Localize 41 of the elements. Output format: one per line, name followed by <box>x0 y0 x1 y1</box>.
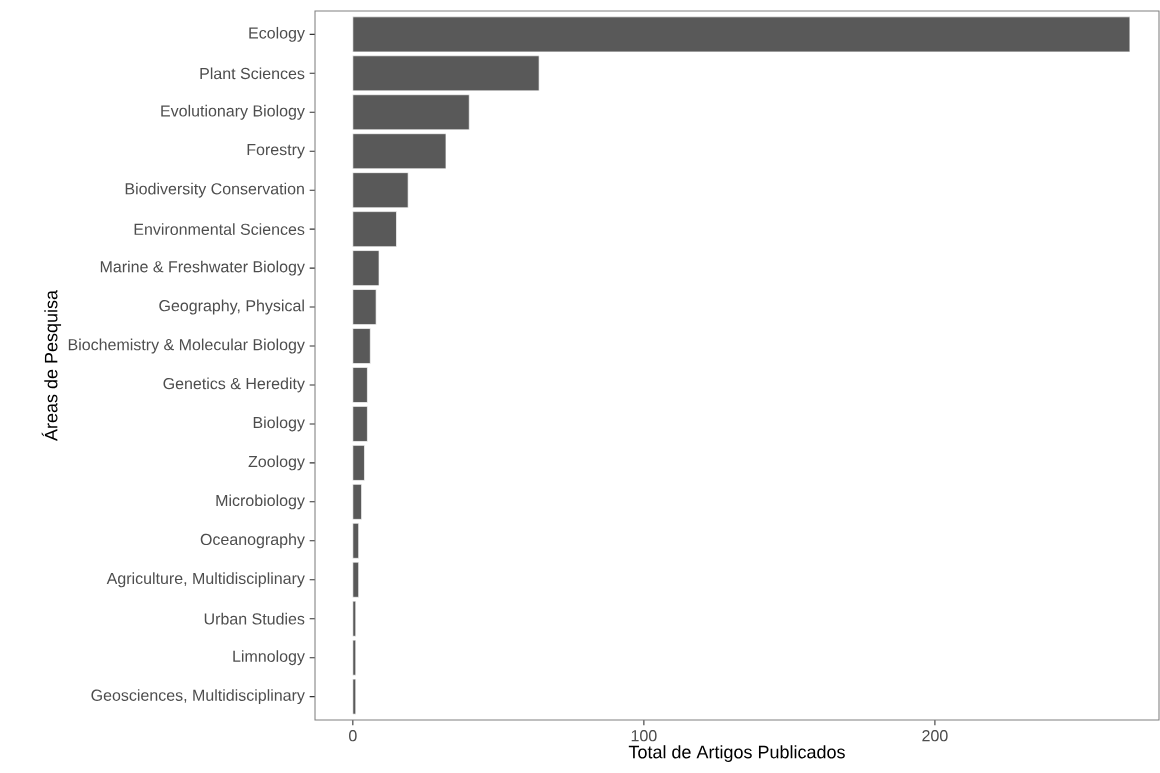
y-tick-label: Oceanography <box>200 533 305 549</box>
y-tick-label: Biology <box>253 416 305 432</box>
x-axis-title: Total de Artigos Publicados <box>628 745 845 762</box>
bar <box>352 172 409 209</box>
y-tick-label: Marine & Freshwater Biology <box>100 260 305 276</box>
bar <box>352 406 368 442</box>
bar <box>352 600 357 637</box>
bar <box>352 211 397 248</box>
bar <box>352 445 365 481</box>
bar <box>352 561 359 598</box>
bar <box>352 678 357 715</box>
y-tick-label: Geosciences, Multidisciplinary <box>91 689 305 705</box>
y-tick-label: Microbiology <box>216 494 305 510</box>
y-tick-label: Environmental Sciences <box>134 223 305 236</box>
y-tick-label: Forestry <box>247 144 305 159</box>
bar <box>352 483 362 520</box>
bar <box>352 250 380 286</box>
bar <box>352 367 368 403</box>
x-tick-label: 200 <box>922 730 948 742</box>
x-tick-label: 0 <box>349 730 357 742</box>
bar <box>352 639 357 676</box>
bar <box>352 522 359 559</box>
y-tick-label: Zoology <box>248 455 305 471</box>
bar <box>352 94 470 131</box>
y-tick-label: Geography, Physical <box>159 299 304 315</box>
y-tick-label: Biodiversity Conservation <box>125 182 304 198</box>
y-tick-label: Agriculture, Multidisciplinary <box>106 572 305 588</box>
y-tick-label: Limnology <box>233 650 305 666</box>
y-tick-label: Ecology <box>249 26 305 42</box>
y-tick-label: Plant Sciences <box>200 67 305 80</box>
y-tick-label: Genetics & Heredity <box>163 377 305 393</box>
y-axis-title: Áreas de Pesquisa <box>41 289 62 441</box>
bar <box>352 328 371 364</box>
bar <box>352 16 1131 53</box>
y-tick-label: Evolutionary Biology <box>161 104 305 120</box>
y-tick-label: Urban Studies <box>204 612 305 625</box>
x-tick-label: 100 <box>631 730 657 742</box>
bar <box>352 133 447 170</box>
bar <box>352 55 540 92</box>
bar <box>352 289 377 325</box>
y-tick-label: Biochemistry & Molecular Biology <box>68 338 305 354</box>
